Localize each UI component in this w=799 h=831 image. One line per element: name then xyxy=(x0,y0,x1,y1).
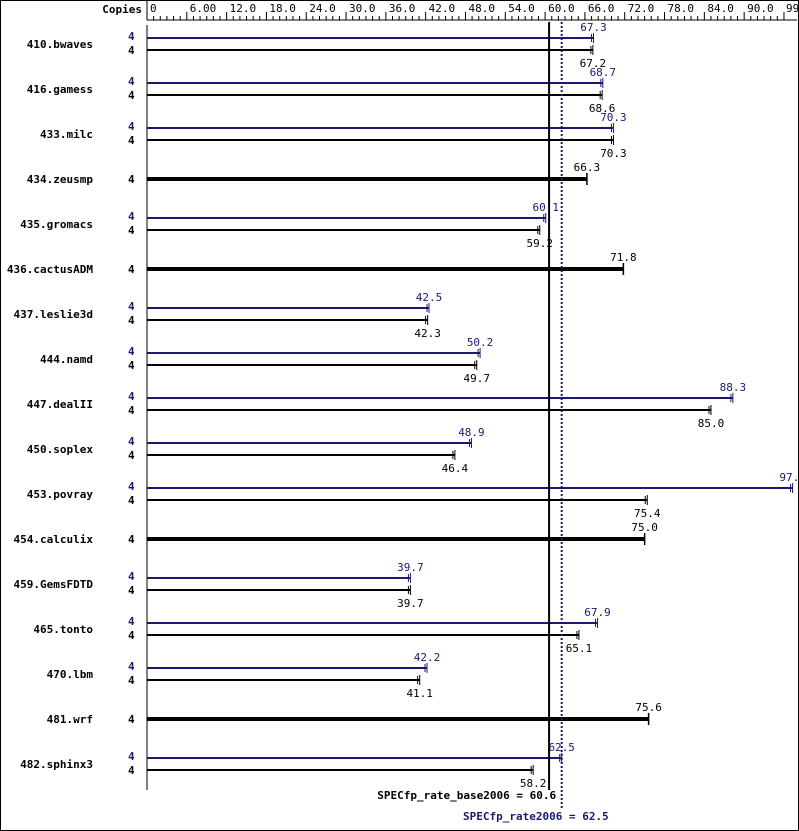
base-value-label: 67.2 xyxy=(580,57,607,70)
peak-copies: 4 xyxy=(128,660,135,673)
benchmark-label: 437.leslie3d xyxy=(14,308,93,321)
benchmark-label: 416.gamess xyxy=(27,83,93,96)
base-value-label: 46.4 xyxy=(442,462,469,475)
benchmark-label: 465.tonto xyxy=(33,623,93,636)
base-copies: 4 xyxy=(128,314,135,327)
peak-value-label: 42.2 xyxy=(414,651,441,664)
peak-value-label: 67.3 xyxy=(580,21,607,34)
peak-value-label: 70.3 xyxy=(600,111,627,124)
peak-value-label: 50.2 xyxy=(467,336,494,349)
x-tick-label: 36.0 xyxy=(389,2,416,15)
peak-copies: 4 xyxy=(128,345,135,358)
x-tick-label: 18.0 xyxy=(269,2,296,15)
base-value-label: 41.1 xyxy=(406,687,433,700)
x-tick-label: 78.0 xyxy=(668,2,695,15)
peak-value-label: 97.3 xyxy=(779,471,799,484)
peak-copies: 4 xyxy=(128,30,135,43)
base-copies: 4 xyxy=(128,449,135,462)
x-tick-label: 24.0 xyxy=(309,2,336,15)
benchmark-label: 444.namd xyxy=(40,353,93,366)
base-copies: 4 xyxy=(128,764,135,777)
x-tick-label: 42.0 xyxy=(429,2,456,15)
base-copies: 4 xyxy=(128,44,135,57)
copies-header: Copies xyxy=(102,3,142,16)
benchmark-label: 435.gromacs xyxy=(20,218,93,231)
base-copies: 4 xyxy=(128,359,135,372)
x-tick-label: 72.0 xyxy=(628,2,655,15)
base-value-label: 68.6 xyxy=(589,102,616,115)
x-tick-label: 66.0 xyxy=(588,2,615,15)
base-value-label: 66.3 xyxy=(574,161,601,174)
peak-copies: 4 xyxy=(128,435,135,448)
peak-copies: 4 xyxy=(128,750,135,763)
x-tick-label: 6.00 xyxy=(190,2,217,15)
benchmark-label: 436.cactusADM xyxy=(7,263,93,276)
base-value-label: 39.7 xyxy=(397,597,424,610)
benchmark-label: 447.dealII xyxy=(27,398,93,411)
peak-copies: 4 xyxy=(128,615,135,628)
x-tick-label: 60.0 xyxy=(548,2,575,15)
peak-copies: 4 xyxy=(128,570,135,583)
x-tick-label: 12.0 xyxy=(230,2,257,15)
base-copies: 4 xyxy=(128,173,135,186)
peak-reference-label: SPECfp_rate2006 = 62.5 xyxy=(463,810,609,823)
base-value-label: 75.0 xyxy=(631,521,658,534)
benchmark-label: 482.sphinx3 xyxy=(20,758,93,771)
x-tick-label: 30.0 xyxy=(349,2,376,15)
base-copies: 4 xyxy=(128,713,135,726)
benchmark-label: 459.GemsFDTD xyxy=(14,578,94,591)
base-value-label: 42.3 xyxy=(414,327,441,340)
base-value-label: 65.1 xyxy=(566,642,593,655)
base-value-label: 58.2 xyxy=(520,777,547,790)
base-copies: 4 xyxy=(128,629,135,642)
benchmark-label: 450.soplex xyxy=(27,443,94,456)
base-copies: 4 xyxy=(128,404,135,417)
benchmark-label: 453.povray xyxy=(27,488,94,501)
base-copies: 4 xyxy=(128,494,135,507)
peak-copies: 4 xyxy=(128,480,135,493)
peak-copies: 4 xyxy=(128,390,135,403)
benchmark-label: 434.zeusmp xyxy=(27,173,94,186)
peak-value-label: 88.3 xyxy=(720,381,747,394)
base-reference-label: SPECfp_rate_base2006 = 60.6 xyxy=(377,789,556,802)
base-copies: 4 xyxy=(128,134,135,147)
peak-value-label: 48.9 xyxy=(458,426,485,439)
peak-copies: 4 xyxy=(128,120,135,133)
base-value-label: 70.3 xyxy=(600,147,627,160)
base-copies: 4 xyxy=(128,263,135,276)
benchmark-label: 433.milc xyxy=(40,128,93,141)
base-value-label: 85.0 xyxy=(698,417,725,430)
base-copies: 4 xyxy=(128,533,135,546)
x-tick-label: 84.0 xyxy=(707,2,734,15)
x-tick-label: 0 xyxy=(150,2,157,15)
benchmark-label: 410.bwaves xyxy=(27,38,93,51)
x-tick-label: 48.0 xyxy=(468,2,495,15)
benchmark-label: 454.calculix xyxy=(14,533,94,546)
benchmark-label: 481.wrf xyxy=(47,713,93,726)
base-copies: 4 xyxy=(128,89,135,102)
base-value-label: 71.8 xyxy=(610,251,637,264)
base-value-label: 49.7 xyxy=(464,372,491,385)
peak-copies: 4 xyxy=(128,300,135,313)
peak-copies: 4 xyxy=(128,75,135,88)
peak-copies: 4 xyxy=(128,210,135,223)
base-copies: 4 xyxy=(128,674,135,687)
x-tick-label: 99.0 xyxy=(786,2,799,15)
base-value-label: 75.6 xyxy=(635,701,662,714)
base-copies: 4 xyxy=(128,584,135,597)
x-tick-label: 54.0 xyxy=(508,2,535,15)
peak-value-label: 68.7 xyxy=(590,66,617,79)
base-copies: 4 xyxy=(128,224,135,237)
peak-value-label: 67.9 xyxy=(584,606,611,619)
x-tick-label: 90.0 xyxy=(747,2,774,15)
base-value-label: 75.4 xyxy=(634,507,661,520)
peak-value-label: 60.1 xyxy=(533,201,560,214)
benchmark-label: 470.lbm xyxy=(47,668,94,681)
base-value-label: 59.2 xyxy=(527,237,554,250)
peak-value-label: 39.7 xyxy=(397,561,424,574)
peak-value-label: 42.5 xyxy=(416,291,443,304)
